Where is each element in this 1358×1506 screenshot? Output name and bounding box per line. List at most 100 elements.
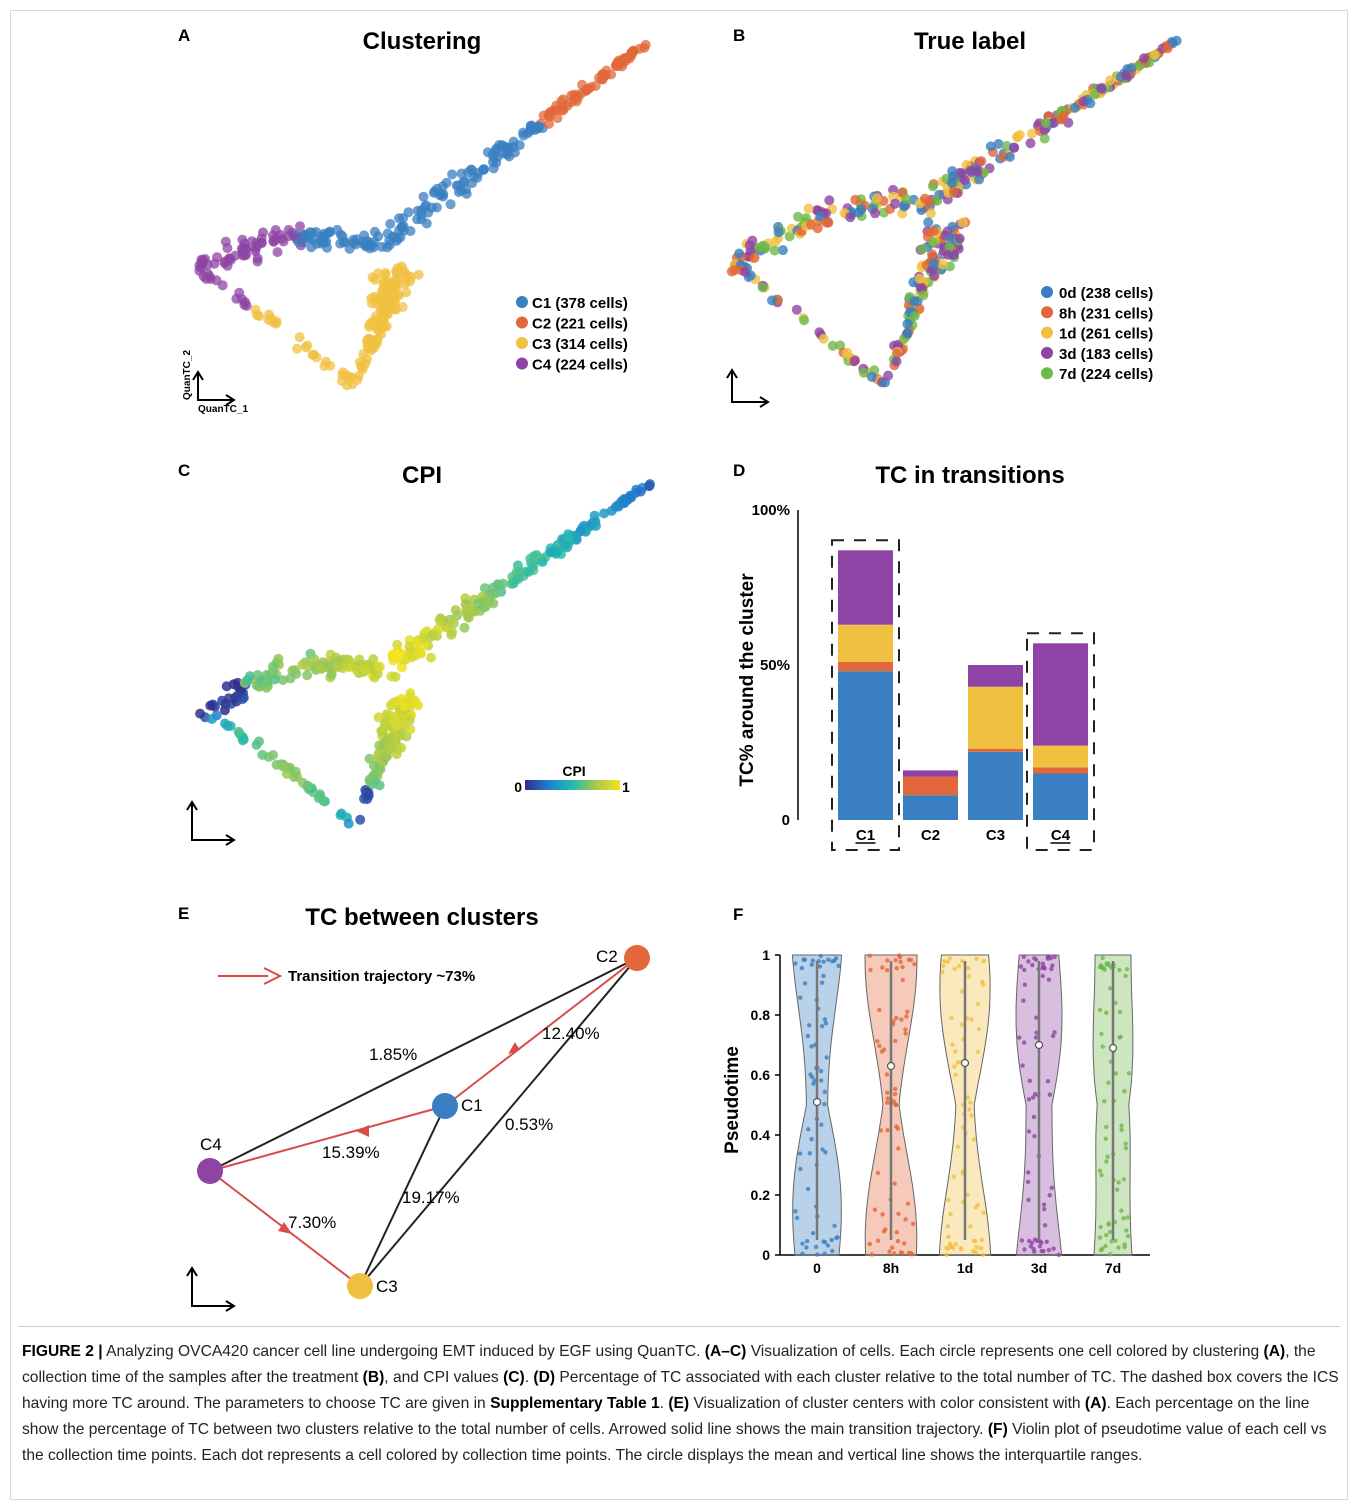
cell-point [404,641,415,652]
cell-point [1027,128,1037,139]
bar-segment [903,795,958,820]
cell-point [1052,954,1057,960]
cell-point [372,294,383,305]
panel-title-b: True label [913,28,1027,55]
cell-point [912,961,917,967]
mean-marker [1034,1040,1044,1050]
cell-point [818,1068,824,1074]
cell-point [1004,151,1015,162]
cell-point [948,1211,953,1217]
legend-marker [516,316,528,329]
cell-point [821,959,826,964]
cell-point [1121,70,1132,81]
cell-point [1103,1136,1108,1141]
axis-label-x-a: QuanTC_1 [198,404,248,415]
cell-point [836,963,841,968]
cell-point [447,169,458,180]
colorbar-title: CPI [562,763,585,779]
cell-point [418,191,429,202]
cell-point [473,167,484,178]
legend-entry: 8h (231 cells) [1059,305,1153,322]
cell-point [1104,1124,1109,1130]
cell-point [927,181,938,192]
cell-point [272,247,283,258]
caption-bold: (A–C) [704,1343,747,1360]
cell-point [1119,1208,1124,1213]
cell-point [231,691,242,701]
cell-point [902,318,913,329]
cell-point [1049,966,1054,972]
cell-point [1106,1222,1111,1227]
cell-point [343,818,354,829]
legend-entry: 7d (224 cells) [1059,366,1153,383]
y-tick-label: 0.6 [751,1067,771,1083]
cell-point [973,1205,978,1210]
cell-point [948,187,959,198]
cell-point [404,715,415,726]
bar-segment [968,686,1023,749]
cell-point [316,663,327,674]
cell-point [1104,1010,1109,1015]
cell-point [868,967,873,973]
cell-point [968,1100,973,1105]
cell-point [1029,1240,1035,1246]
cell-point [382,228,393,239]
cell-point [966,974,972,979]
cell-point [826,957,831,962]
cell-point [488,152,499,163]
cell-point [1017,1035,1022,1040]
cell-point [875,1170,881,1176]
cell-point [1123,1146,1129,1151]
cell-point [897,953,902,958]
edge-label-c2-c3: 0.53% [505,1115,553,1134]
cell-point [290,766,301,777]
cell-point [895,1238,901,1244]
cell-point [405,276,416,287]
cell-point [925,208,936,219]
cell-point [1116,1180,1121,1185]
legend-entry: C4 (224 cells) [532,357,628,374]
cell-point [1100,1246,1105,1251]
cell-point [801,957,806,962]
cell-point [1022,982,1028,987]
cell-point [802,981,808,986]
cell-point [462,603,473,614]
cell-point [1126,63,1137,73]
cell-point [1020,1063,1025,1068]
cell-point [914,273,925,284]
cell-point [974,956,979,961]
edge-label-c1-c4: 15.39% [322,1143,380,1162]
cell-point [821,973,826,979]
cell-point [1085,98,1096,109]
cell-point [898,1250,904,1255]
x-tick-label: C1 [856,827,875,844]
cell-point [835,1235,840,1240]
cell-point [461,184,471,195]
cell-point [205,700,216,711]
cell-point [872,1207,878,1212]
cell-point [832,958,837,963]
cell-point [372,669,383,679]
cell-point [896,1146,901,1151]
cell-point [625,490,636,501]
cell-point [981,1210,986,1215]
cell-point [386,742,397,753]
cell-point [557,102,568,112]
cell-point [1097,1168,1103,1173]
cell-point [804,1245,809,1250]
cell-point [858,367,869,378]
cell-point [220,236,231,247]
cell-point [1139,53,1149,64]
cell-point [950,1245,956,1251]
colorbar-max: 1 [622,779,630,795]
cell-point [285,673,296,684]
cell-point [829,1237,834,1243]
cell-point [1040,118,1051,128]
cell-point [955,1144,961,1149]
cell-point [242,675,253,686]
cell-point [1113,1071,1118,1076]
cell-point [813,1244,819,1250]
cell-point [809,1137,814,1142]
caption-bold: FIGURE 2 | [22,1343,103,1360]
cell-point [867,1241,872,1247]
